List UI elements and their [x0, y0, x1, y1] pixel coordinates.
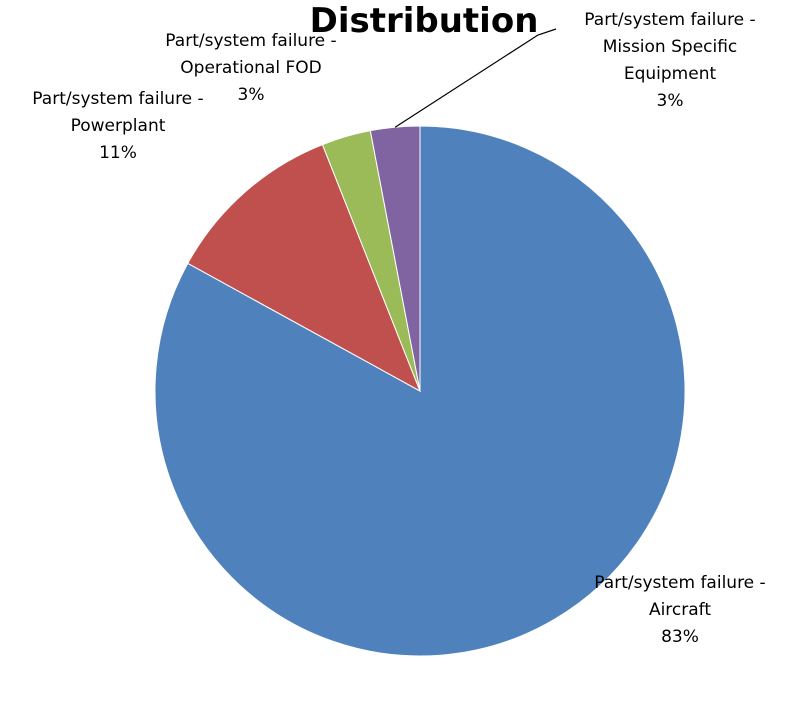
leader-line	[394, 28, 557, 128]
slice-percent-label: 3%	[238, 85, 265, 105]
slice-labels: Part/system failure -Aircraft83%Part/sys…	[32, 10, 765, 647]
pie-slice-4	[369, 125, 421, 392]
slice-category-label: Equipment	[624, 64, 717, 84]
slice-category-label: Part/system failure -	[584, 10, 755, 30]
slice-category-label: Aircraft	[649, 600, 711, 620]
slice-category-label: Operational FOD	[180, 58, 321, 78]
slice-label-1: Part/system failure - Aircraft 83%	[594, 573, 765, 647]
pie-slices	[154, 125, 686, 657]
slice-category-label: Mission Specific	[603, 37, 738, 57]
slice-label-2: Part/system failure - Powerplant 11%	[32, 89, 203, 163]
slice-category-label: Powerplant	[71, 116, 166, 136]
leader-lines	[394, 28, 557, 128]
slice-label-3: Part/system failure - Operational FOD 3%	[165, 31, 336, 105]
slice-percent-label: 11%	[99, 143, 137, 163]
slice-percent-label: 83%	[661, 627, 699, 647]
slice-percent-label: 3%	[657, 91, 684, 111]
slice-category-label: Part/system failure -	[165, 31, 336, 51]
pie-slice-2	[187, 143, 421, 393]
pie-slice-1	[154, 125, 686, 657]
slice-category-label: Part/system failure -	[594, 573, 765, 593]
slice-category-label: Part/system failure -	[32, 89, 203, 109]
slice-label-4: Part/system failure - Mission Specific Equ…	[584, 10, 755, 111]
chart-title: Distribution	[310, 1, 539, 41]
